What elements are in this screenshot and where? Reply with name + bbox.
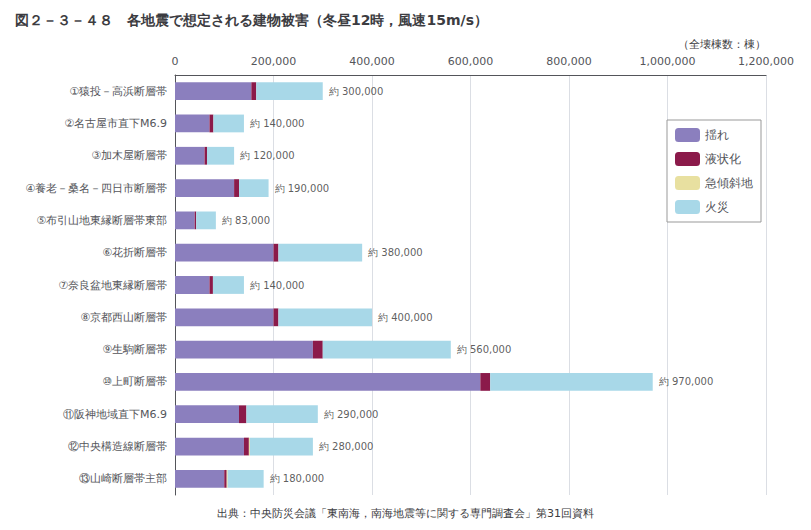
svg-text:1,000,000: 1,000,000 <box>640 55 696 68</box>
svg-text:揺れ: 揺れ <box>705 128 729 142</box>
svg-text:約 120,000: 約 120,000 <box>240 150 295 161</box>
svg-text:約 380,000: 約 380,000 <box>368 247 423 258</box>
svg-text:約 83,000: 約 83,000 <box>222 215 270 226</box>
svg-text:急傾斜地: 急傾斜地 <box>704 176 753 190</box>
svg-text:（全壊棟数：棟）: （全壊棟数：棟） <box>678 38 766 51</box>
svg-text:約 290,000: 約 290,000 <box>324 409 379 420</box>
svg-text:800,000: 800,000 <box>546 55 592 68</box>
svg-text:約 400,000: 約 400,000 <box>378 312 433 323</box>
svg-text:600,000: 600,000 <box>448 55 494 68</box>
svg-text:約 140,000: 約 140,000 <box>250 118 305 129</box>
svg-text:②名古屋市直下M6.9: ②名古屋市直下M6.9 <box>64 117 167 130</box>
svg-text:⑥花折断層帯: ⑥花折断層帯 <box>102 246 167 259</box>
svg-text:①猿投－高浜断層帯: ①猿投－高浜断層帯 <box>69 85 167 98</box>
svg-text:⑤布引山地東縁断層帯東部: ⑤布引山地東縁断層帯東部 <box>36 214 167 227</box>
svg-text:⑦奈良盆地東縁断層帯: ⑦奈良盆地東縁断層帯 <box>58 279 167 292</box>
svg-text:④養老－桑名－四日市断層帯: ④養老－桑名－四日市断層帯 <box>25 182 167 195</box>
svg-text:⑫中央構造線断層帯: ⑫中央構造線断層帯 <box>68 440 167 453</box>
svg-text:⑩上町断層帯: ⑩上町断層帯 <box>102 375 167 388</box>
svg-text:火災: 火災 <box>705 200 729 214</box>
svg-text:約 970,000: 約 970,000 <box>659 376 714 387</box>
svg-text:0: 0 <box>172 55 179 68</box>
svg-text:出典：中央防災会議「東南海，南海地震等に関する専門調査会」第: 出典：中央防災会議「東南海，南海地震等に関する専門調査会」第31回資料 <box>217 507 594 520</box>
svg-text:約 560,000: 約 560,000 <box>457 344 512 355</box>
svg-text:図２－３－４８ 各地震で想定される建物被害（冬昼12時，風速: 図２－３－４８ 各地震で想定される建物被害（冬昼12時，風速15m/s） <box>15 12 488 28</box>
svg-text:1,200,000: 1,200,000 <box>738 55 794 68</box>
svg-text:⑪阪神地域直下M6.9: ⑪阪神地域直下M6.9 <box>63 408 167 421</box>
svg-text:約 190,000: 約 190,000 <box>275 183 330 194</box>
svg-text:200,000: 200,000 <box>251 55 297 68</box>
svg-text:約 180,000: 約 180,000 <box>270 473 325 484</box>
svg-text:⑧京都西山断層帯: ⑧京都西山断層帯 <box>80 311 167 324</box>
svg-text:液状化: 液状化 <box>705 152 741 166</box>
svg-text:⑬山崎断層帯主部: ⑬山崎断層帯主部 <box>79 472 167 485</box>
svg-text:約 300,000: 約 300,000 <box>329 86 384 97</box>
svg-text:③加木屋断層帯: ③加木屋断層帯 <box>91 149 167 162</box>
svg-text:400,000: 400,000 <box>349 55 395 68</box>
svg-text:約 140,000: 約 140,000 <box>250 280 305 291</box>
svg-text:約 280,000: 約 280,000 <box>319 441 374 452</box>
svg-text:⑨生駒断層帯: ⑨生駒断層帯 <box>102 343 167 356</box>
